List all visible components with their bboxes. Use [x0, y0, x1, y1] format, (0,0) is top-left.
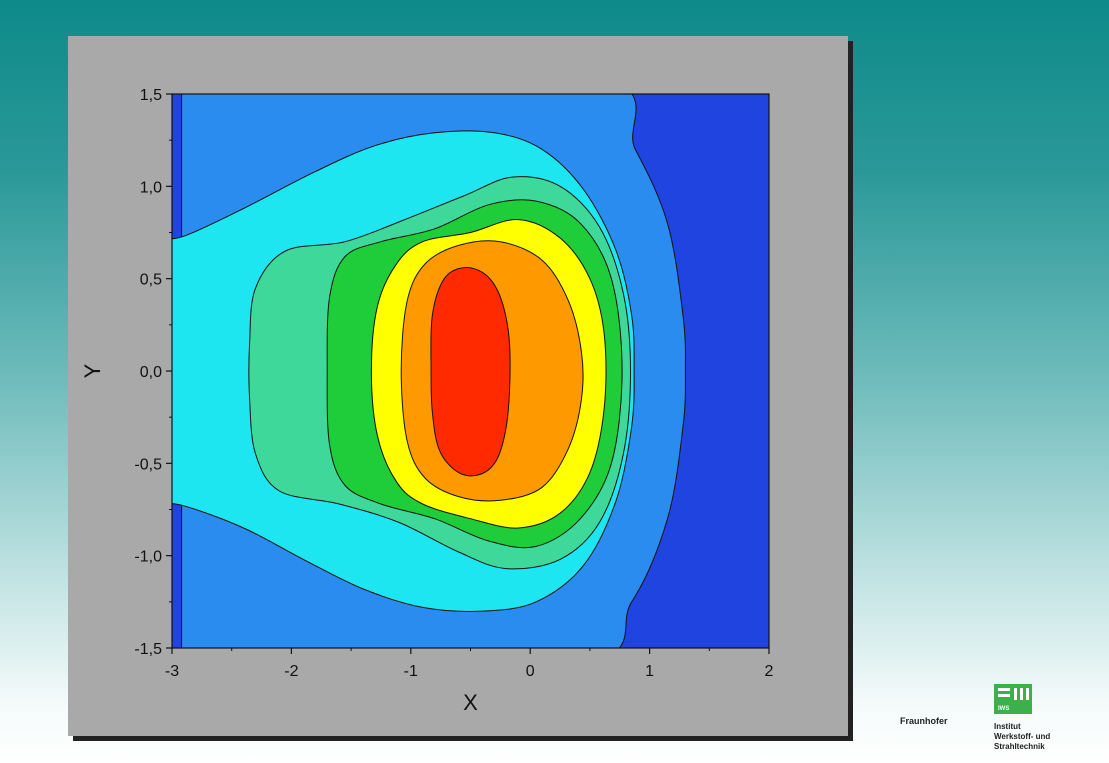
contour-level-8 [430, 267, 511, 477]
logo-institute-text: Institut Werkstoff- und Strahltechnik [994, 722, 1050, 752]
x-tick-label-1: -2 [284, 663, 298, 680]
y-tick-label-0: -1,5 [134, 641, 162, 658]
x-tick-label-4: 1 [645, 663, 654, 680]
logo-institute-line-3: Strahltechnik [994, 742, 1045, 751]
y-tick-label-4: 0,5 [140, 272, 162, 289]
y-tick-label-2: -0,5 [134, 456, 162, 473]
iws-logo-mark: IWS [994, 684, 1032, 714]
y-tick-label-3: 0,0 [140, 364, 162, 381]
x-axis-title: X [463, 690, 478, 715]
y-tick-label-1: -1,0 [134, 549, 162, 566]
contour-chart: -3 -2 -1 0 1 2 -1,5 -1,0 -0,5 0,0 0,5 1,0 1,5 X Y [80, 87, 774, 715]
x-tick-label-2: -1 [404, 663, 418, 680]
y-axis-title: Y [80, 363, 105, 378]
y-tick-label-6: 1,5 [140, 87, 162, 104]
x-tick-label-5: 2 [765, 663, 774, 680]
y-tick-label-5: 1,0 [140, 179, 162, 196]
logo-mark-text: IWS [998, 706, 1010, 712]
contour-regions [172, 94, 769, 648]
chart-frame: -3 -2 -1 0 1 2 -1,5 -1,0 -0,5 0,0 0,5 1,0 1,5 X Y [68, 36, 848, 736]
logo-institute-line-1: Institut [994, 722, 1021, 731]
fraunhofer-logo: Fraunhofer IWS Institut Werkstoff- und S… [900, 682, 1100, 762]
x-tick-label-3: 0 [526, 663, 535, 680]
logo-institute-line-2: Werkstoff- und [994, 732, 1051, 741]
x-tick-label-0: -3 [165, 663, 179, 680]
logo-org-text: Fraunhofer [900, 716, 948, 726]
